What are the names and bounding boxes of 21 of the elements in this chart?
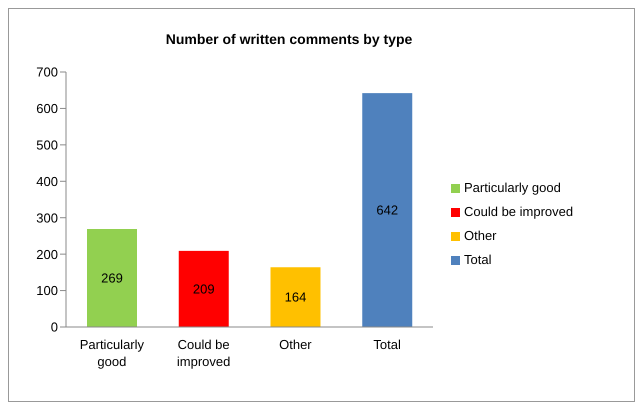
x-tick-label: Could be improved	[176, 337, 230, 369]
legend-label: Particularly good	[464, 180, 561, 195]
data-label: 164	[284, 290, 306, 305]
y-tick-label: 400	[36, 174, 58, 189]
chart-title: Number of written comments by type	[164, 31, 414, 47]
legend-label: Could be improved	[464, 204, 574, 219]
x-tick-label: Total	[373, 337, 401, 352]
y-tick-label: 0	[50, 320, 58, 335]
legend-label: Total	[464, 252, 492, 267]
x-tick-label: Particularly good	[80, 337, 145, 369]
y-tick-label: 200	[36, 246, 58, 262]
data-label: 642	[376, 202, 398, 218]
y-tick-label: 500	[36, 137, 58, 152]
data-label: 209	[192, 282, 215, 297]
y-tick-label: 100	[36, 283, 58, 298]
data-label: 269	[101, 270, 123, 286]
y-tick-label: 300	[36, 210, 58, 226]
x-tick-label: Other	[279, 337, 312, 352]
y-tick-label: 600	[36, 101, 58, 116]
y-tick-label: 700	[36, 64, 58, 80]
legend-label: Other	[464, 228, 497, 243]
